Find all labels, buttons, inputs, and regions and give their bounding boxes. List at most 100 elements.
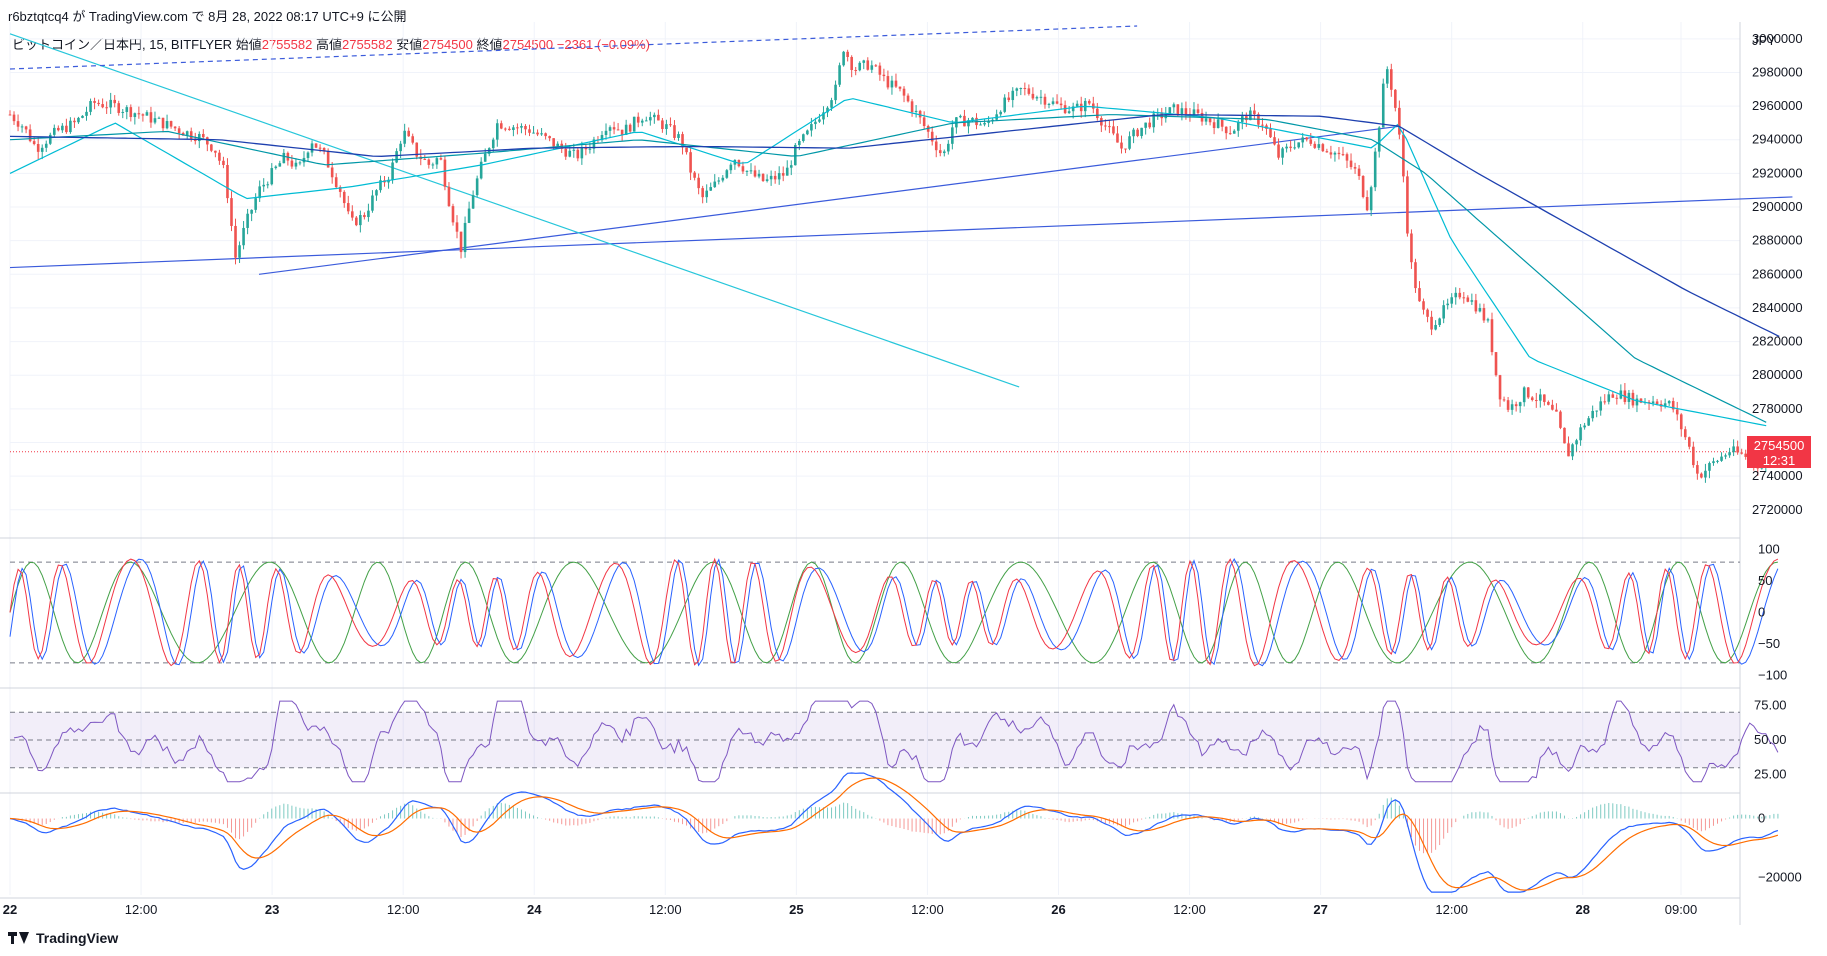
candle-body xyxy=(77,117,80,123)
candle-body xyxy=(536,132,539,135)
candle-body xyxy=(1136,129,1139,137)
grid xyxy=(9,22,1740,895)
candle-body xyxy=(1663,403,1667,407)
candle-body xyxy=(1192,109,1196,117)
candle-body xyxy=(588,148,592,150)
candle-body xyxy=(12,114,16,122)
candle-body xyxy=(431,164,435,166)
candle-body xyxy=(1232,130,1236,134)
candle-body xyxy=(1615,397,1619,399)
candle-body xyxy=(842,51,845,66)
candle-body xyxy=(1671,401,1675,410)
price-tick-6: 2880000 xyxy=(1752,233,1803,248)
candle-body xyxy=(411,136,415,143)
footer-brand[interactable]: TradingView xyxy=(8,930,118,946)
candle-body xyxy=(882,74,886,77)
candle-body xyxy=(423,159,427,161)
candle-body xyxy=(636,116,640,123)
price-tick-1: 2980000 xyxy=(1752,64,1803,79)
candle-body xyxy=(16,121,20,127)
candle-body xyxy=(1555,409,1558,412)
brand-name: TradingView xyxy=(36,930,119,946)
candle-body xyxy=(1204,118,1208,122)
candle-body xyxy=(1599,401,1603,411)
price-tick-9: 2820000 xyxy=(1752,334,1803,349)
candle-body xyxy=(1744,453,1747,457)
trendline-2 xyxy=(9,33,1020,388)
candle-body xyxy=(745,170,749,172)
candle-body xyxy=(334,177,338,188)
candle-body xyxy=(1688,437,1691,447)
candle-body xyxy=(270,168,274,185)
candle-body xyxy=(125,107,129,112)
candle-body xyxy=(314,143,318,148)
rsi-tick-2: 25.00 xyxy=(1754,767,1787,782)
change-value: −2361 (−0.09%) xyxy=(556,37,650,52)
candle-body xyxy=(1337,152,1341,155)
candle-body xyxy=(1398,107,1401,135)
candle-body xyxy=(36,144,40,152)
candle-body xyxy=(1035,97,1039,99)
candle-body xyxy=(524,126,527,130)
price-tick-13: 2740000 xyxy=(1752,468,1803,483)
candle-body xyxy=(1539,394,1542,401)
time-axis: 22 12:00 23 12:00 24 12:00 25 12:00 26 12:00 27 12:… xyxy=(3,902,1698,917)
candle-body xyxy=(653,114,656,118)
candle-body xyxy=(137,113,141,115)
bar-countdown: 12:31 xyxy=(1762,452,1796,468)
candle-body xyxy=(1486,319,1490,321)
candle-body xyxy=(1543,394,1546,402)
candle-body xyxy=(1321,144,1325,152)
ema-slow-line xyxy=(9,113,1780,338)
price-tick-7: 2860000 xyxy=(1752,266,1803,281)
candle-body xyxy=(1712,461,1715,464)
time-tick-12: 28 xyxy=(1575,902,1589,917)
candle-body xyxy=(73,120,76,123)
candle-body xyxy=(1261,124,1264,126)
candle-body xyxy=(508,128,511,131)
candle-body xyxy=(604,130,608,135)
candle-body xyxy=(330,167,334,178)
open-value: 2755582 xyxy=(261,37,313,52)
candle-body xyxy=(1611,394,1615,398)
candle-body xyxy=(769,175,773,180)
symbol-name[interactable]: ビットコイン／日本円, 15, BITFLYER xyxy=(12,37,233,52)
candle-body xyxy=(572,149,576,151)
candle-body xyxy=(1293,147,1296,149)
candle-body xyxy=(1349,160,1353,168)
candle-body xyxy=(890,80,894,88)
candle-body xyxy=(173,126,177,129)
candle-body xyxy=(689,152,692,173)
candle-body xyxy=(1027,88,1031,94)
candle-body xyxy=(934,141,938,151)
candle-body xyxy=(1345,154,1349,161)
candle-body xyxy=(1011,90,1015,101)
moving-averages xyxy=(9,98,1780,427)
candle-body xyxy=(862,60,866,63)
candle-body xyxy=(177,128,181,133)
candle-body xyxy=(483,153,487,162)
candle-body xyxy=(1236,121,1240,131)
candle-body xyxy=(1679,414,1683,430)
candle-body xyxy=(1003,97,1007,112)
candle-body xyxy=(552,138,555,147)
candle-body xyxy=(379,180,382,191)
candle-body xyxy=(532,132,535,134)
stoch-tick-4: −100 xyxy=(1758,668,1787,683)
candle-body xyxy=(1683,429,1687,438)
candle-body xyxy=(1180,108,1184,116)
candle-body xyxy=(971,117,974,121)
candle-body xyxy=(620,129,624,135)
candle-body xyxy=(1091,103,1095,109)
candle-body xyxy=(1385,69,1389,84)
candle-body xyxy=(789,165,793,168)
ema-mid-line xyxy=(9,114,1767,423)
trendlines[interactable] xyxy=(9,25,1793,453)
candle-body xyxy=(427,159,431,165)
candle-body xyxy=(375,190,378,196)
candle-body xyxy=(1635,398,1639,406)
candle-body xyxy=(858,62,862,71)
candle-body xyxy=(1245,116,1248,121)
candle-body xyxy=(230,198,233,226)
